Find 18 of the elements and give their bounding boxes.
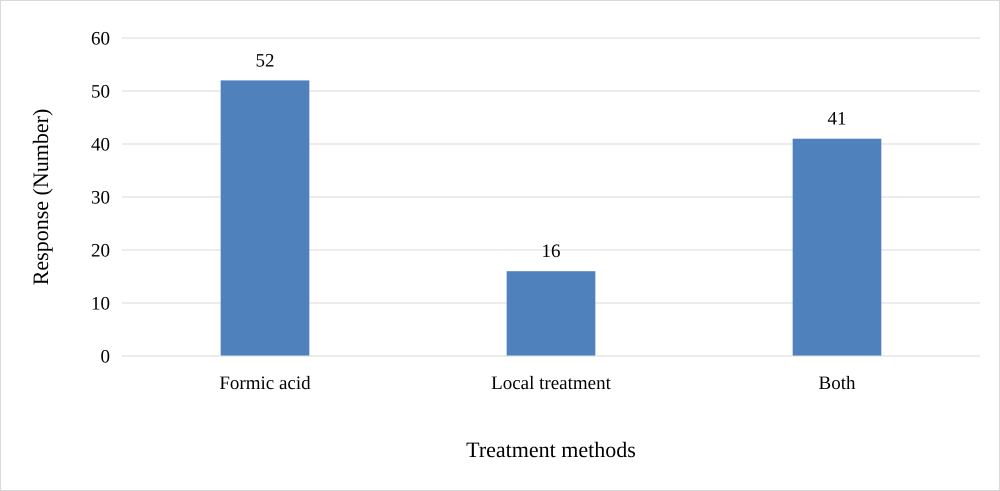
data-label: 41 — [828, 108, 846, 130]
y-tick-label: 60 — [91, 28, 110, 50]
x-tick-label: Both — [818, 373, 856, 394]
y-tick-label: 40 — [91, 134, 110, 156]
x-axis-title: Treatment methods — [466, 437, 636, 462]
y-tick-label: 10 — [91, 294, 110, 315]
y-tick-label: 0 — [100, 346, 110, 368]
bar — [792, 138, 882, 356]
bar — [506, 271, 596, 356]
data-label: 16 — [542, 241, 560, 262]
y-tick-label: 30 — [91, 188, 110, 209]
bar — [220, 80, 310, 356]
x-tick-label: Local treatment — [491, 373, 612, 394]
x-tick-label: Formic acid — [219, 373, 312, 394]
y-axis-title: Response (Number) — [28, 108, 53, 286]
y-tick-label: 20 — [91, 240, 110, 262]
data-label: 52 — [256, 50, 274, 72]
y-tick-label: 50 — [91, 82, 110, 103]
